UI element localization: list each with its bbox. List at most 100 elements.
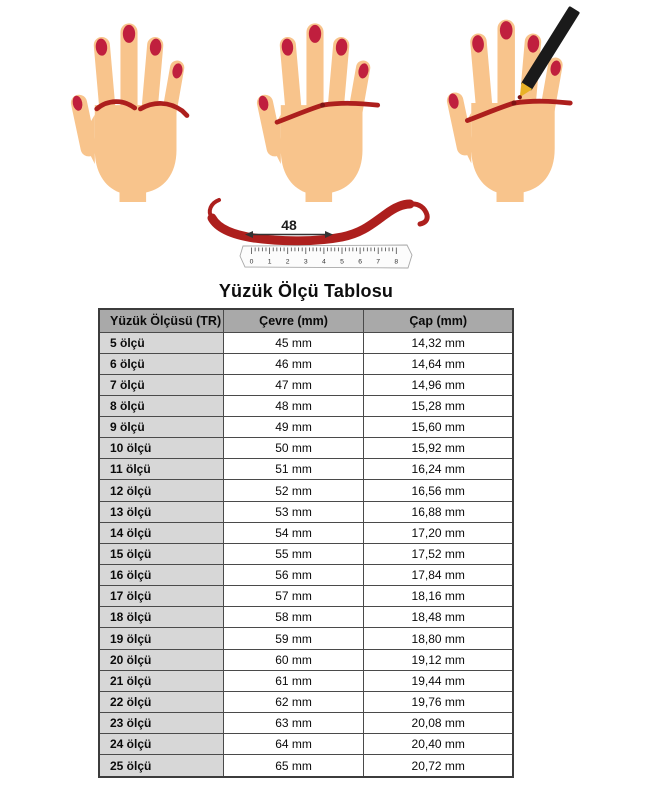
table-row: 12 ölçü 52 mm 16,56 mm [98, 479, 514, 502]
size-cell: 7 ölçü [98, 373, 224, 396]
size-cell: 20 ölçü [98, 648, 224, 671]
table-row: 19 ölçü 59 mm 18,80 mm [98, 627, 514, 650]
table-row: 13 ölçü 53 mm 16,88 mm [98, 500, 514, 523]
size-cell: 22 ölçü [98, 690, 224, 714]
table-row: 9 ölçü 49 mm 15,60 mm [98, 416, 514, 439]
size-cell: 17 ölçü [98, 585, 224, 608]
column-header-cevre: Çevre (mm) [222, 308, 365, 333]
cap-cell: 15,92 mm [363, 437, 514, 460]
table-row: 16 ölçü 56 mm 17,84 mm [98, 564, 514, 587]
ruler-icon: 0 1 2 3 4 5 6 7 8 [239, 244, 413, 269]
ring-size-table: Yüzük Ölçüsü (TR) Çevre (mm) Çap (mm) 5 … [98, 308, 514, 778]
cevre-cell: 54 mm [222, 521, 365, 544]
cap-cell: 16,24 mm [363, 458, 514, 481]
measurement-annotation: 48 [245, 217, 333, 238]
size-cell: 19 ölçü [98, 627, 224, 650]
size-cell: 18 ölçü [98, 606, 224, 629]
ruler-ticks: 0 1 2 3 4 5 6 7 8 [250, 247, 398, 266]
size-cell: 8 ölçü [98, 394, 224, 418]
ruler-number: 3 [304, 259, 308, 266]
size-cell: 23 ölçü [98, 712, 224, 735]
cap-cell: 20,40 mm [363, 733, 514, 756]
cevre-cell: 53 mm [222, 500, 365, 523]
size-cell: 14 ölçü [98, 521, 224, 544]
cap-cell: 18,80 mm [363, 627, 514, 650]
cap-cell: 20,72 mm [363, 754, 514, 778]
ruler-number: 8 [394, 259, 398, 266]
cap-cell: 17,84 mm [363, 564, 514, 587]
table-title: Yüzük Ölçü Tablosu [218, 281, 394, 301]
size-cell: 21 ölçü [98, 669, 224, 692]
measuring-string-icon [94, 99, 190, 118]
cevre-cell: 61 mm [222, 669, 365, 692]
cevre-cell: 48 mm [222, 394, 365, 418]
cevre-cell: 64 mm [222, 733, 365, 756]
size-cell: 25 ölçü [98, 754, 224, 778]
arrow-right-icon [325, 231, 333, 238]
cevre-cell: 57 mm [222, 585, 365, 608]
cap-cell: 16,56 mm [363, 479, 514, 502]
cevre-cell: 65 mm [222, 754, 365, 778]
hand-icon [255, 23, 372, 203]
hand-icon [69, 23, 186, 203]
size-cell: 9 ölçü [98, 416, 224, 439]
ruler-number: 0 [250, 259, 254, 266]
measuring-string-icon [464, 98, 573, 123]
cevre-cell: 50 mm [222, 437, 365, 460]
cap-cell: 19,76 mm [363, 690, 514, 714]
cevre-cell: 63 mm [222, 712, 365, 735]
table-row: 17 ölçü 57 mm 18,16 mm [98, 585, 514, 608]
table-row: 11 ölçü 51 mm 16,24 mm [98, 458, 514, 481]
size-cell: 15 ölçü [98, 542, 224, 566]
cap-cell: 19,12 mm [363, 648, 514, 671]
size-cell: 11 ölçü [98, 458, 224, 481]
ruler-number: 2 [286, 259, 290, 266]
measuring-string-icon [274, 100, 381, 125]
cevre-cell: 46 mm [222, 352, 365, 375]
cap-cell: 15,28 mm [363, 394, 514, 418]
cevre-cell: 62 mm [222, 690, 365, 714]
ruler-number: 1 [268, 259, 272, 266]
cevre-cell: 59 mm [222, 627, 365, 650]
cap-cell: 15,60 mm [363, 416, 514, 439]
ruler-number: 4 [322, 259, 326, 266]
table-row: 18 ölçü 58 mm 18,48 mm [98, 606, 514, 629]
table-row: 14 ölçü 54 mm 17,20 mm [98, 521, 514, 544]
arrow-left-icon [245, 231, 253, 238]
ruler-number: 6 [358, 259, 362, 266]
cevre-cell: 45 mm [222, 331, 365, 354]
table-body: 5 ölçü 45 mm 14,32 mm 6 ölçü 46 mm 14,64 mm 7 … [98, 331, 514, 778]
table-row: 15 ölçü 55 mm 17,52 mm [98, 542, 514, 566]
column-header-cap: Çap (mm) [363, 308, 514, 333]
pencil-icon [517, 6, 580, 100]
size-cell: 24 ölçü [98, 733, 224, 756]
size-cell: 10 ölçü [98, 437, 224, 460]
hand-step-2 [255, 23, 381, 203]
table-row: 7 ölçü 47 mm 14,96 mm [98, 373, 514, 396]
table-row: 8 ölçü 48 mm 15,28 mm [98, 394, 514, 418]
ruler-number: 5 [340, 259, 344, 266]
cevre-cell: 58 mm [222, 606, 365, 629]
hand-step-1 [69, 23, 190, 203]
cap-cell: 18,48 mm [363, 606, 514, 629]
cevre-cell: 49 mm [222, 416, 365, 439]
size-cell: 5 ölçü [98, 331, 224, 354]
measuring-steps-illustration: 48 0 1 2 3 4 5 6 7 8 [69, 6, 580, 269]
ruler-number: 7 [376, 259, 380, 266]
table-row: 25 ölçü 65 mm 20,72 mm [98, 754, 514, 778]
table-row: 23 ölçü 63 mm 20,08 mm [98, 712, 514, 735]
size-cell: 16 ölçü [98, 564, 224, 587]
table-row: 22 ölçü 62 mm 19,76 mm [98, 690, 514, 714]
size-cell: 13 ölçü [98, 500, 224, 523]
measurement-value: 48 [281, 217, 297, 233]
cevre-cell: 52 mm [222, 479, 365, 502]
table-row: 10 ölçü 50 mm 15,92 mm [98, 437, 514, 460]
cap-cell: 20,08 mm [363, 712, 514, 735]
cevre-cell: 60 mm [222, 648, 365, 671]
cap-cell: 14,96 mm [363, 373, 514, 396]
size-cell: 6 ölçü [98, 352, 224, 375]
table-row: 20 ölçü 60 mm 19,12 mm [98, 648, 514, 671]
string-ribbon-icon [207, 198, 430, 246]
cap-cell: 17,52 mm [363, 542, 514, 566]
